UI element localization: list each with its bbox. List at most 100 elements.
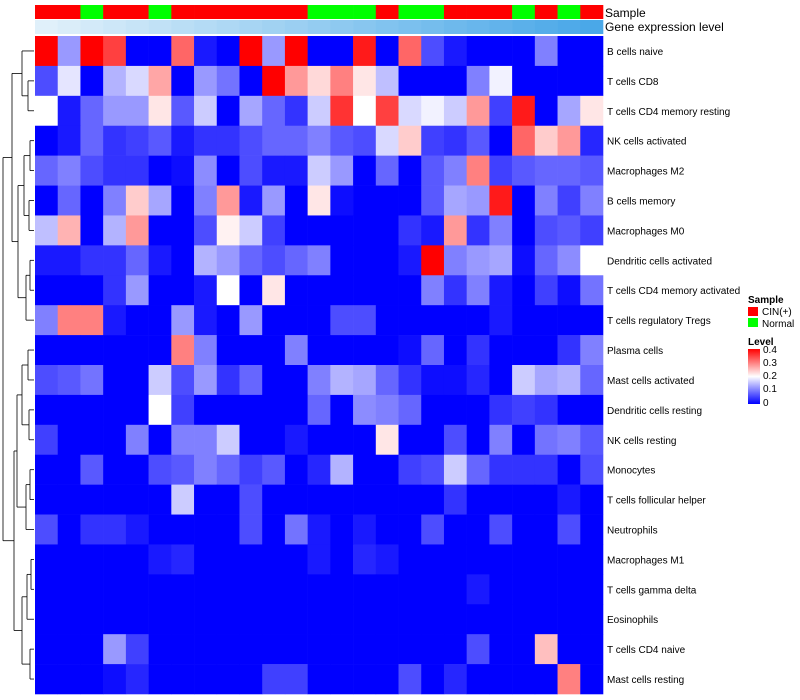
heatmap-cell <box>239 544 263 575</box>
heatmap-cell <box>262 454 286 485</box>
heatmap-cell <box>375 604 399 635</box>
heatmap-cell <box>512 125 536 156</box>
row-label: B cells naive <box>607 47 664 58</box>
heatmap-cell <box>125 634 149 665</box>
heatmap-cell <box>307 65 331 97</box>
heatmap-cell <box>534 574 558 605</box>
heatmap-cell <box>443 155 467 186</box>
heatmap-cell <box>171 484 195 515</box>
heatmap-cell <box>103 275 127 306</box>
heatmap-cell <box>489 484 513 515</box>
heatmap-cell <box>239 365 263 396</box>
heatmap-cell <box>103 335 127 366</box>
heatmap-cell <box>466 514 490 545</box>
heatmap-cell <box>216 335 240 366</box>
heatmap-cell <box>262 424 286 456</box>
heatmap-cell <box>398 65 422 97</box>
heatmap-cell <box>35 514 59 545</box>
heatmap-cell <box>171 454 195 485</box>
heatmap-cell <box>398 125 422 156</box>
heatmap-cell <box>353 275 377 306</box>
gene-expression-cell <box>57 20 81 34</box>
gene-expression-cell <box>262 20 286 34</box>
level-legend-title: Level <box>748 337 774 348</box>
heatmap-cell <box>421 335 445 366</box>
heatmap-cell <box>103 664 127 695</box>
heatmap-cell <box>284 275 308 306</box>
heatmap-cell <box>148 305 172 336</box>
heatmap-cell <box>512 454 536 485</box>
heatmap-cell <box>557 365 581 396</box>
heatmap-cell <box>171 664 195 695</box>
heatmap-cell <box>194 245 218 276</box>
heatmap-cell <box>284 544 308 575</box>
heatmap-cell <box>103 604 127 635</box>
heatmap-cell <box>375 245 399 276</box>
heatmap-cell <box>262 36 286 67</box>
heatmap-cell <box>534 604 558 635</box>
heatmap-cell <box>443 95 467 127</box>
heatmap-cell <box>284 454 308 485</box>
gene-expression-cell <box>171 20 195 34</box>
level-tick: 0.3 <box>763 358 777 369</box>
heatmap-cell <box>557 604 581 635</box>
heatmap-cell <box>421 454 445 485</box>
heatmap-cell <box>307 544 331 575</box>
heatmap-cell <box>443 544 467 575</box>
heatmap-cell <box>443 574 467 605</box>
row-label: Mast cells resting <box>607 675 684 686</box>
heatmap-cell <box>216 305 240 336</box>
heatmap-cell <box>80 634 104 665</box>
heatmap-cell <box>148 245 172 276</box>
heatmap-cell <box>375 634 399 665</box>
row-label: T cells CD8 <box>607 77 659 88</box>
heatmap-cell <box>80 125 104 156</box>
row-label: T cells CD4 naive <box>607 645 686 656</box>
heatmap-cell <box>35 424 59 456</box>
sample-annotation-cell <box>466 5 490 19</box>
heatmap-cell <box>103 424 127 456</box>
heatmap-cell <box>375 305 399 336</box>
heatmap-cell <box>148 424 172 456</box>
heatmap-cell <box>398 365 422 396</box>
heatmap-cell <box>580 305 604 336</box>
heatmap-cell <box>284 394 308 426</box>
heatmap-cell <box>512 484 536 515</box>
heatmap-cell <box>194 185 218 216</box>
gene-expression-cell <box>125 20 149 34</box>
heatmap-cell <box>398 215 422 246</box>
heatmap-cell <box>239 125 263 156</box>
heatmap-cell <box>239 484 263 515</box>
heatmap-cell <box>194 275 218 306</box>
heatmap-cell <box>35 65 59 97</box>
heatmap-cell <box>239 36 263 67</box>
heatmap-cell <box>489 245 513 276</box>
heatmap-cell <box>35 544 59 575</box>
heatmap-cell <box>443 484 467 515</box>
heatmap-cell <box>262 95 286 127</box>
heatmap-cell <box>284 365 308 396</box>
heatmap-cell <box>57 125 81 156</box>
gene-expression-cell <box>284 20 308 34</box>
sample-annotation-cell <box>125 5 149 19</box>
heatmap-cell <box>103 365 127 396</box>
heatmap-cell <box>421 394 445 426</box>
gene-expression-cell <box>216 20 240 34</box>
heatmap-cell <box>239 454 263 485</box>
heatmap-cell <box>262 365 286 396</box>
row-label: NK cells resting <box>607 436 676 447</box>
heatmap-cell <box>284 125 308 156</box>
heatmap-cell <box>262 245 286 276</box>
sample-annotation-cell <box>398 5 422 19</box>
heatmap-cell <box>353 365 377 396</box>
heatmap-cell <box>398 544 422 575</box>
heatmap-cell <box>216 275 240 306</box>
heatmap-cell <box>125 424 149 456</box>
heatmap-cell <box>557 125 581 156</box>
heatmap-cell <box>103 245 127 276</box>
sample-annotation-cell <box>216 5 240 19</box>
legend-label-cin: CIN(+) <box>762 307 792 318</box>
heatmap-cell <box>216 155 240 186</box>
heatmap-cell <box>103 514 127 545</box>
sample-annotation-cell <box>534 5 558 19</box>
